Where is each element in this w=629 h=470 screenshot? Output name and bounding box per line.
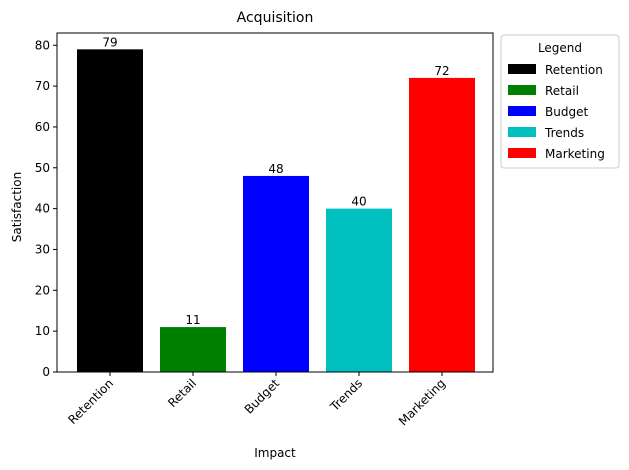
- x-tick-label: Retail: [165, 376, 199, 410]
- y-tick-label: 20: [35, 283, 50, 297]
- y-tick-label: 70: [35, 79, 50, 93]
- legend-entry-label: Retail: [545, 84, 579, 98]
- y-tick-label: 40: [35, 202, 50, 216]
- bar-value-label: 11: [185, 313, 200, 327]
- x-tick-label: Retention: [65, 376, 116, 427]
- legend-swatch-trends: [508, 127, 536, 137]
- legend-swatch-retail: [508, 85, 536, 95]
- legend-entry-label: Trends: [544, 126, 584, 140]
- y-tick-label: 0: [42, 365, 50, 379]
- legend: Legend Retention Retail Budget Trends Marketi…: [500, 34, 620, 169]
- y-tick-label: 30: [35, 242, 50, 256]
- bar-value-label: 40: [351, 195, 366, 209]
- legend-entry-label: Retention: [545, 63, 603, 77]
- y-tick-label: 80: [35, 38, 50, 52]
- bar-value-label: 72: [434, 64, 449, 78]
- y-tick-label: 10: [35, 324, 50, 338]
- legend-swatch-retention: [508, 64, 536, 74]
- y-tick-label: 50: [35, 161, 50, 175]
- x-tick-label: Trends: [327, 376, 365, 414]
- axes-frame: [56, 32, 494, 373]
- bar-marketing: [409, 77, 475, 373]
- plot-area: 79 11 48 40 72 0 10 20 30 40 50 60 70 80 Retention Reta…: [35, 32, 494, 428]
- legend-title: Legend: [538, 41, 582, 55]
- x-axis-label: Impact: [254, 446, 296, 460]
- bar-value-label: 79: [102, 35, 117, 49]
- chart-title: Acquisition: [237, 10, 314, 26]
- legend-swatch-budget: [508, 106, 536, 116]
- y-axis-label: Satisfaction: [10, 172, 24, 242]
- bar-trends: [326, 208, 392, 372]
- bar-retention: [77, 49, 143, 373]
- y-tick-label: 60: [35, 120, 50, 134]
- bar-value-label: 48: [268, 162, 283, 176]
- legend-entry-label: Marketing: [545, 147, 605, 161]
- bar-retail: [160, 327, 226, 372]
- bar-budget: [243, 175, 309, 372]
- legend-swatch-marketing: [508, 148, 536, 158]
- x-tick-label: Marketing: [396, 376, 448, 428]
- x-tick-label: Budget: [242, 376, 283, 417]
- legend-entry-label: Budget: [545, 105, 588, 119]
